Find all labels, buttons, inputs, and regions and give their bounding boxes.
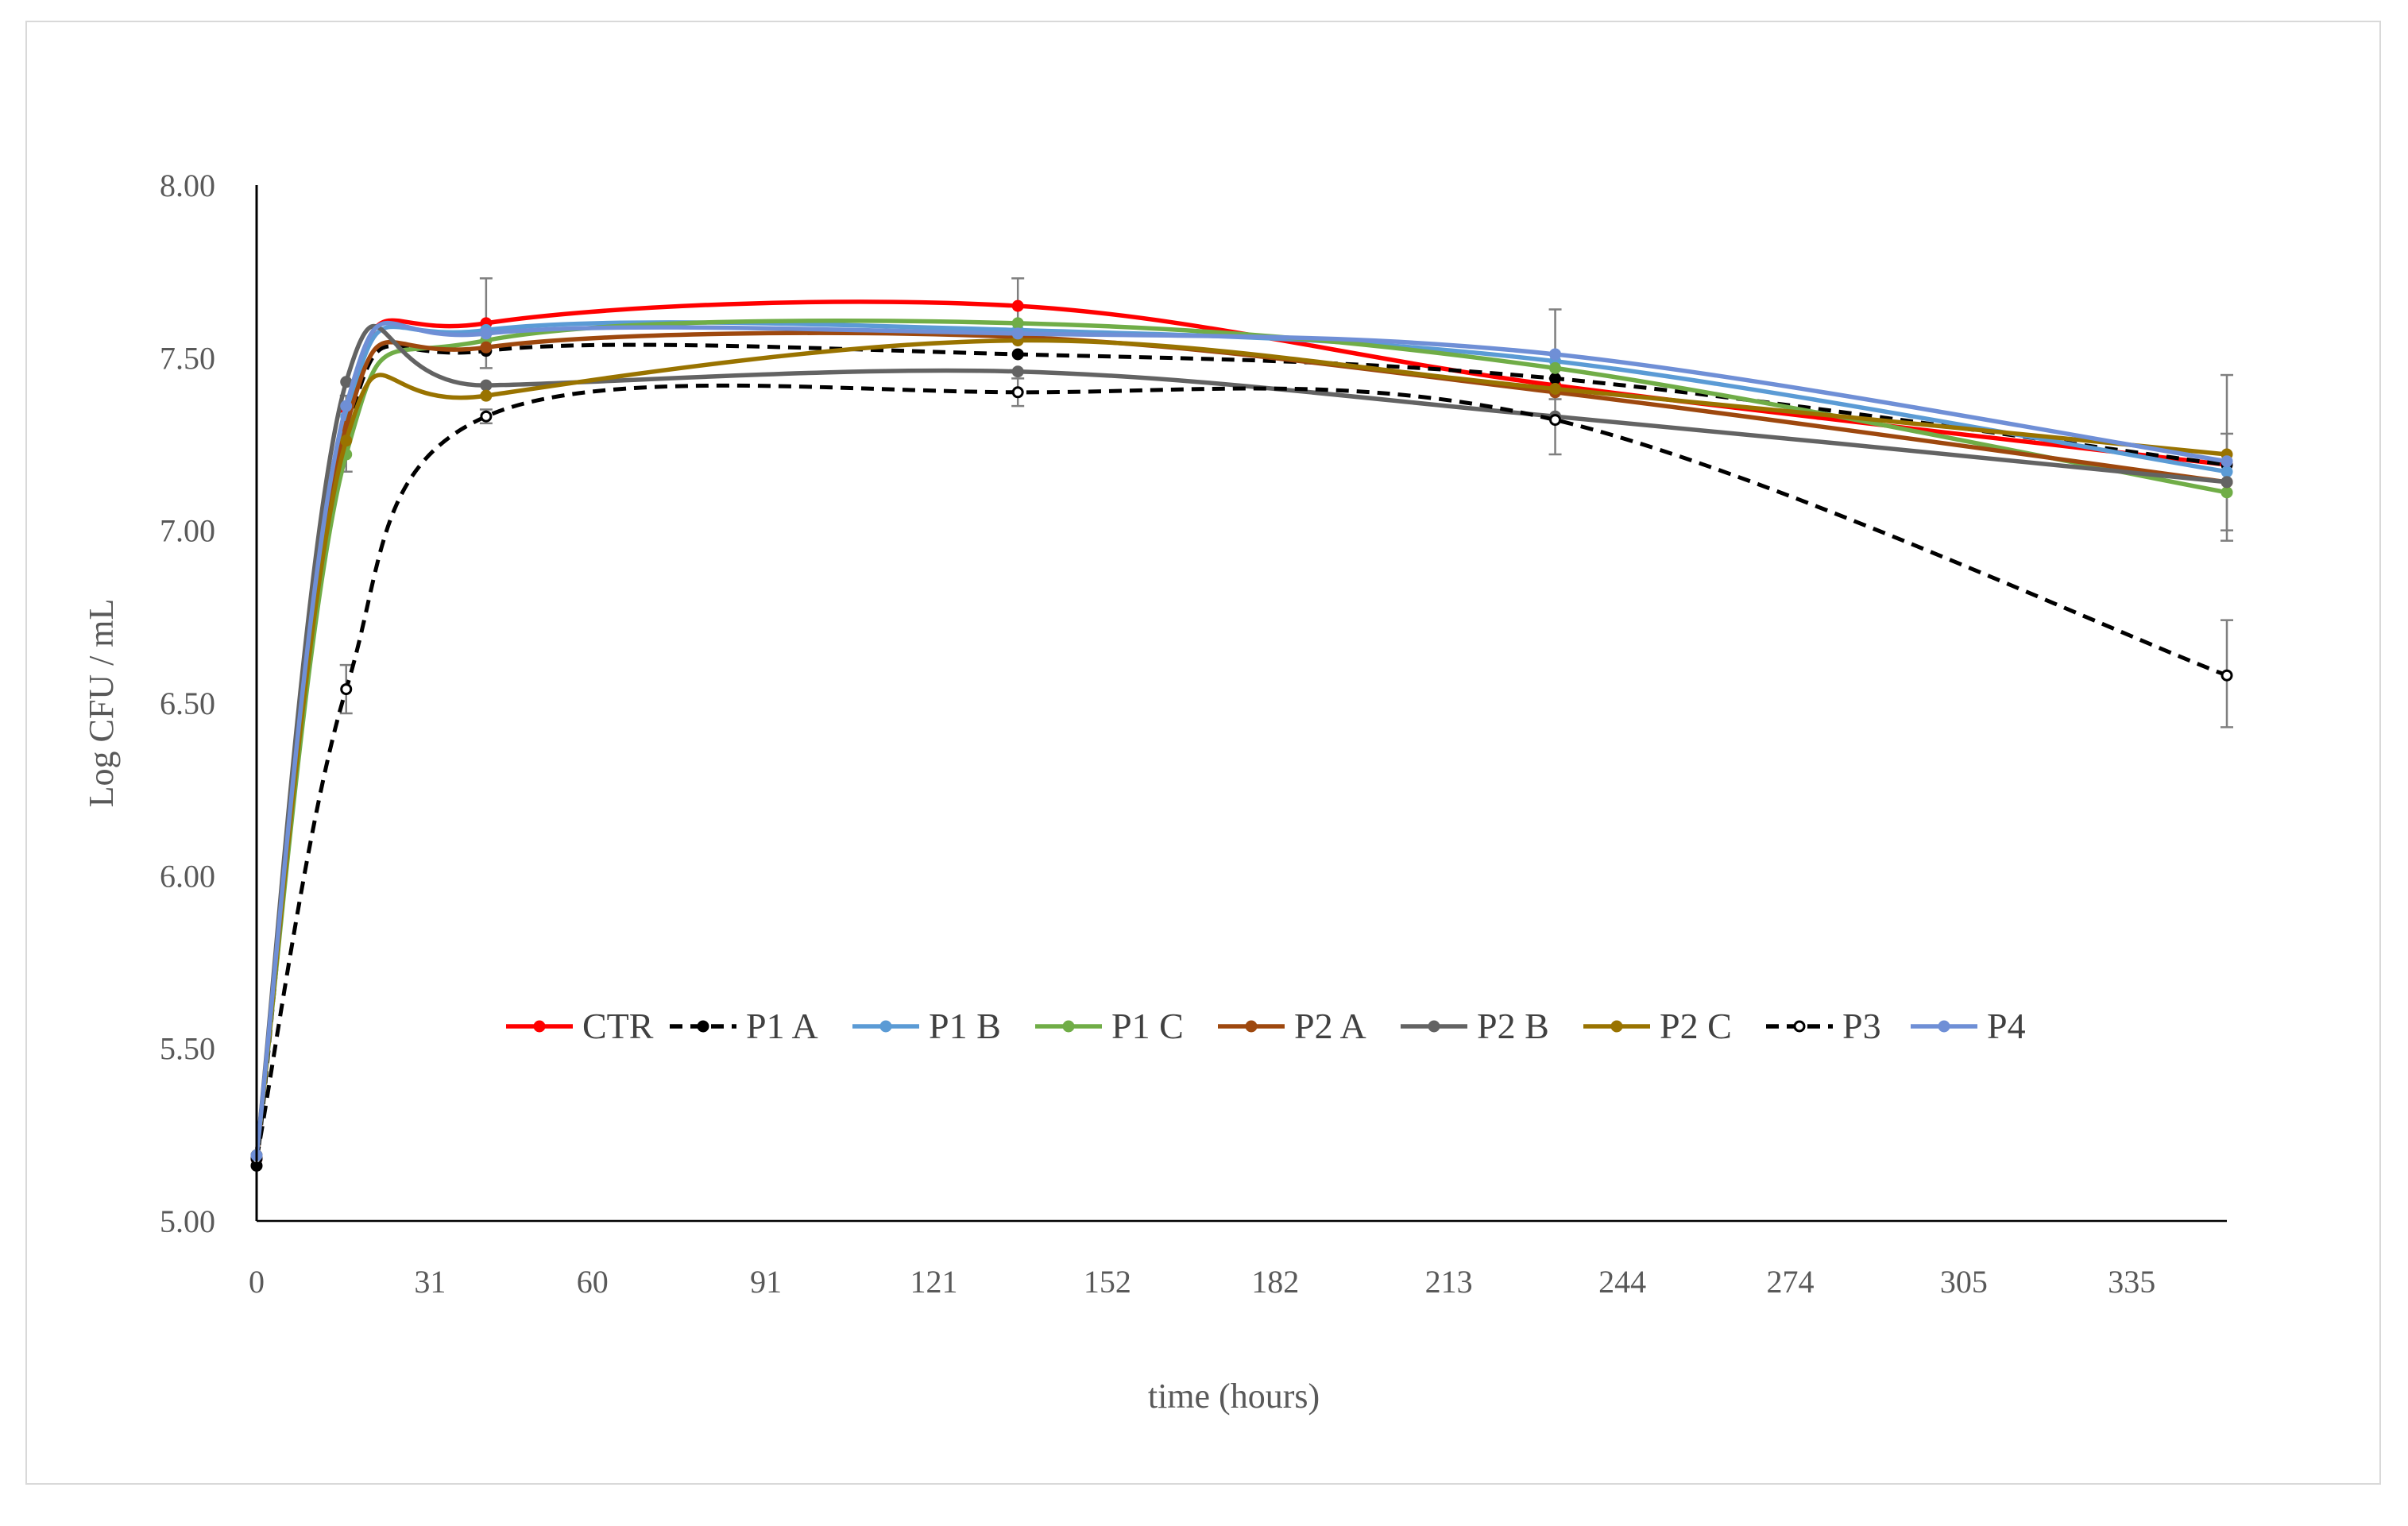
series-p1-b (250, 320, 2233, 1161)
series-p1-a (250, 342, 2233, 1172)
data-point (1011, 365, 1024, 378)
x-axis-title: time (hours) (1148, 1377, 1320, 1416)
series-line-p1-b (254, 320, 2228, 1156)
data-point (2221, 455, 2233, 468)
legend-item-ctr: CTR (506, 1006, 654, 1046)
series-p2-a (250, 330, 2233, 1161)
legend-label: P4 (1987, 1006, 2026, 1046)
legend-item-p2-a: P2 A (1218, 1006, 1366, 1046)
series-line-p2-a (254, 330, 2228, 1156)
data-point (480, 389, 493, 402)
data-point (1011, 317, 1024, 330)
data-point (1011, 348, 1024, 361)
y-tick-label: 5.00 (160, 1203, 215, 1239)
series-ctr (250, 299, 2233, 1165)
legend-item-p2-b: P2 B (1401, 1006, 1549, 1046)
series-line-p3 (254, 383, 2228, 1160)
chart-frame (25, 21, 2381, 1485)
data-point (480, 410, 493, 423)
legend-item-p1-c: P1 C (1035, 1006, 1184, 1046)
data-point (340, 400, 353, 412)
legend-item-p1-b: P1 B (852, 1006, 1001, 1046)
data-point (1549, 382, 1562, 395)
x-tick-label: 182 (1251, 1264, 1299, 1300)
series-p3 (250, 383, 2233, 1165)
series-line-p2-b (254, 323, 2228, 1156)
data-point (480, 341, 493, 353)
y-tick-label: 7.50 (160, 340, 215, 376)
x-tick-label: 335 (2108, 1264, 2155, 1300)
x-tick-label: 91 (750, 1264, 782, 1300)
series-layer (250, 299, 2233, 1172)
y-tick-labels: 5.00 5.50 6.00 6.50 7.00 7.50 8.00 (160, 168, 215, 1239)
legend-label: CTR (582, 1006, 654, 1046)
y-tick-label: 8.00 (160, 168, 215, 203)
legend-label: P1 C (1111, 1006, 1184, 1046)
legend-label: P1 A (746, 1006, 818, 1046)
data-point (1549, 372, 1562, 384)
x-tick-label: 0 (249, 1264, 265, 1300)
legend-label: P1 B (929, 1006, 1001, 1046)
x-tick-label: 152 (1084, 1264, 1131, 1300)
x-tick-label: 31 (414, 1264, 446, 1300)
y-tick-label: 7.00 (160, 513, 215, 549)
legend-label: P3 (1842, 1006, 1881, 1046)
legend-item-p1-a: P1 A (670, 1006, 818, 1046)
data-point (1549, 361, 1562, 374)
series-line-p2-c (254, 338, 2228, 1156)
y-tick-label: 6.00 (160, 858, 215, 894)
y-tick-label: 5.50 (160, 1031, 215, 1067)
x-tick-label: 121 (910, 1264, 958, 1300)
series-p2-c (250, 334, 2233, 1161)
series-line-p1-c (254, 319, 2228, 1156)
y-axis-title: Log CFU / mL (82, 599, 121, 808)
series-p2-b (250, 323, 2233, 1161)
data-point (1549, 414, 1562, 427)
data-point (2221, 669, 2233, 682)
data-point (340, 683, 353, 696)
data-point (1011, 386, 1024, 399)
data-point (1549, 348, 1562, 361)
legend-item-p3: P3 (1766, 1006, 1881, 1046)
legend-label: P2 B (1477, 1006, 1549, 1046)
data-point (1011, 299, 1024, 312)
data-point (480, 379, 493, 392)
series-p4 (250, 320, 2233, 1161)
data-point (340, 435, 353, 447)
x-tick-labels: 0 31 60 91 121 152 182 213 244 274 305 335 (249, 1264, 2155, 1300)
x-tick-label: 213 (1425, 1264, 1473, 1300)
x-tick-label: 60 (577, 1264, 609, 1300)
legend-label: P2 A (1294, 1006, 1366, 1046)
series-line-p4 (254, 320, 2228, 1156)
legend-item-p2-c: P2 C (1583, 1006, 1732, 1046)
legend-item-p4: P4 (1911, 1006, 2026, 1046)
series-line-ctr (254, 299, 2228, 1160)
data-point (2221, 476, 2233, 489)
data-point (340, 376, 353, 388)
x-tick-label: 274 (1766, 1264, 1814, 1300)
legend: CTR P1 A P1 B P1 C P2 A P2 B P2 C P3 P4 (506, 1006, 2026, 1046)
data-point (2221, 486, 2233, 499)
data-point (480, 327, 493, 340)
x-tick-label: 244 (1598, 1264, 1646, 1300)
data-point (1011, 327, 1024, 340)
axes-layer (255, 185, 2227, 1223)
data-point (2221, 466, 2233, 478)
legend-label: P2 C (1660, 1006, 1732, 1046)
series-line-p1-a (254, 342, 2228, 1166)
y-tick-label: 6.50 (160, 686, 215, 721)
x-tick-label: 305 (1940, 1264, 1988, 1300)
